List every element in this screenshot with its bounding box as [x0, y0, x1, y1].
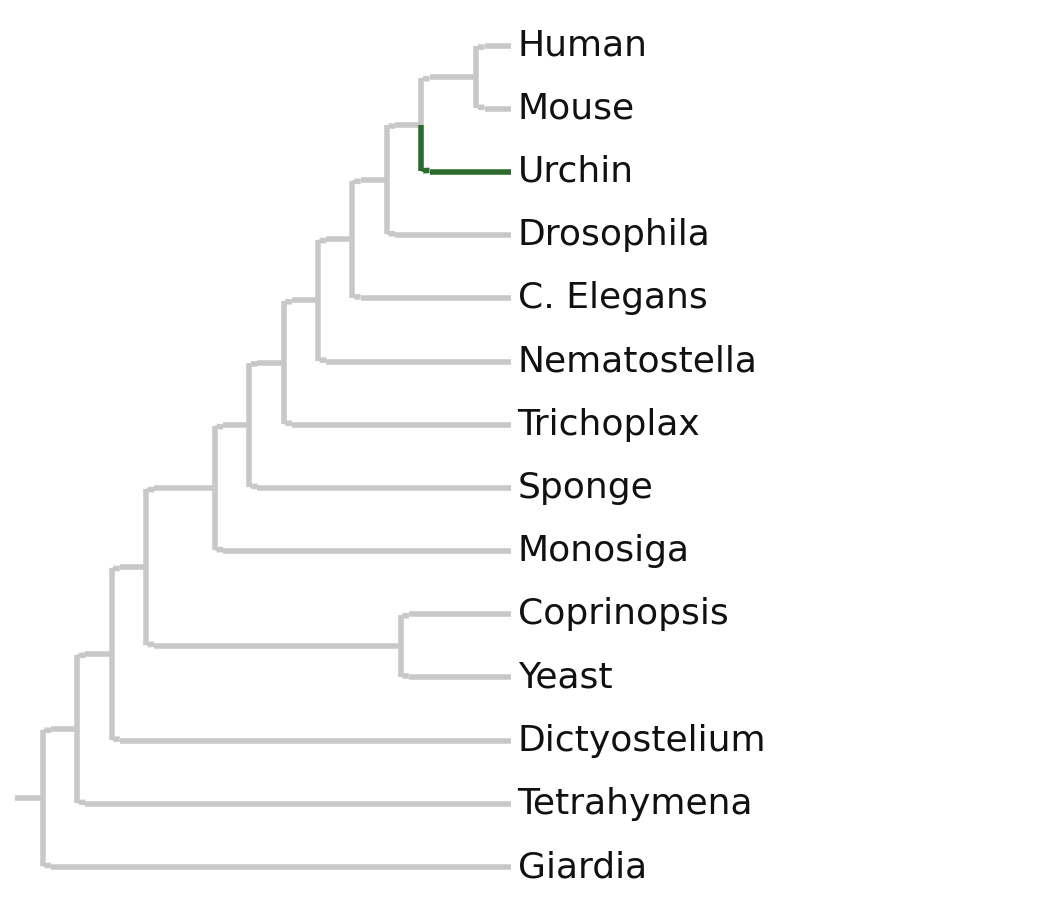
Text: Sponge: Sponge — [517, 471, 654, 505]
Text: Giardia: Giardia — [517, 850, 647, 884]
Text: Drosophila: Drosophila — [517, 218, 710, 252]
Text: Nematostella: Nematostella — [517, 345, 757, 379]
Text: Human: Human — [517, 29, 647, 63]
Text: C. Elegans: C. Elegans — [517, 282, 707, 315]
Text: Monosiga: Monosiga — [517, 534, 689, 568]
Text: Urchin: Urchin — [517, 155, 634, 189]
Text: Tetrahymena: Tetrahymena — [517, 787, 753, 821]
Text: Dictyostelium: Dictyostelium — [517, 724, 766, 758]
Text: Trichoplax: Trichoplax — [517, 408, 701, 442]
Text: Mouse: Mouse — [517, 92, 635, 126]
Text: Coprinopsis: Coprinopsis — [517, 598, 728, 631]
Text: Yeast: Yeast — [517, 661, 613, 695]
